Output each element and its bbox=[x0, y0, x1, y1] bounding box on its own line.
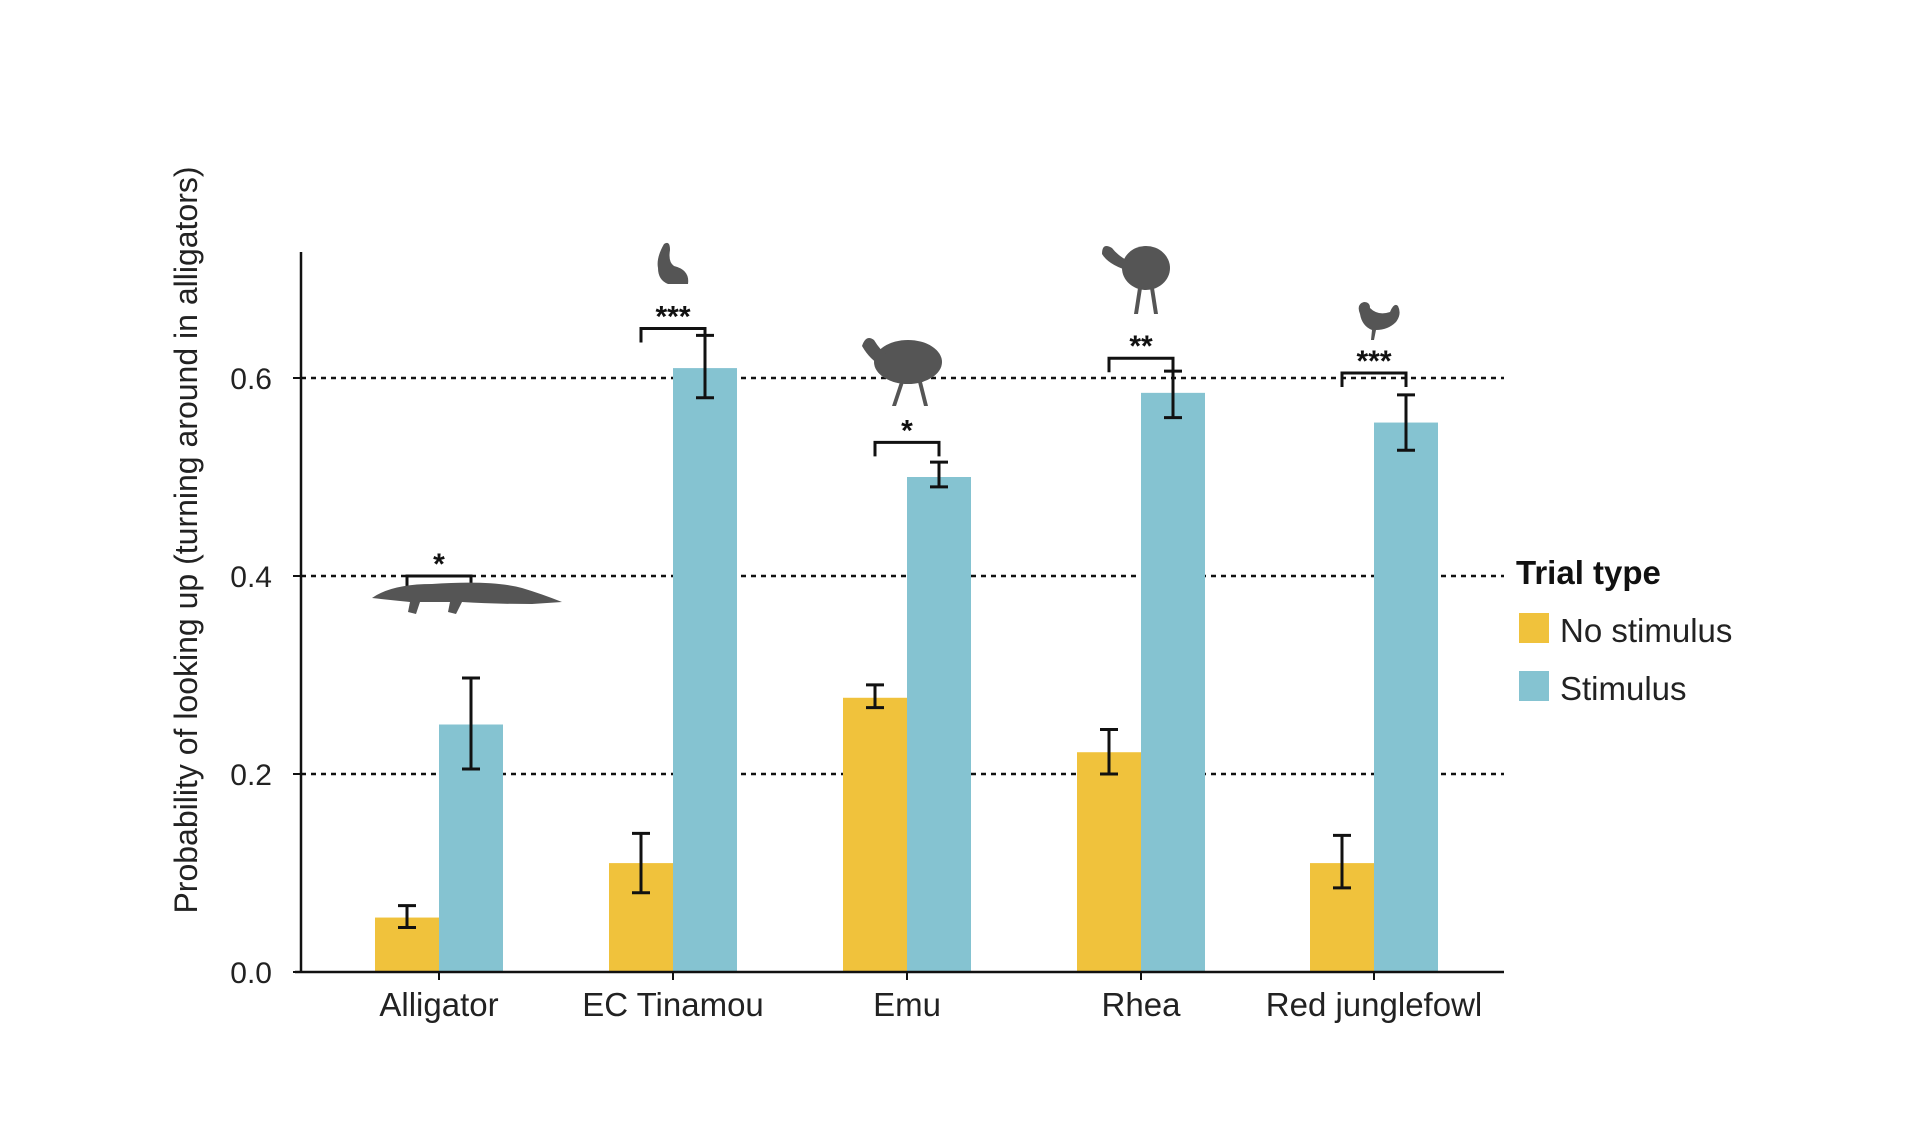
legend-label-stimulus: Stimulus bbox=[1560, 670, 1687, 707]
bar-stimulus bbox=[1141, 392, 1205, 973]
alligator-silhouette-icon bbox=[372, 582, 562, 614]
error-bar bbox=[632, 831, 650, 895]
significance-bracket bbox=[639, 327, 707, 343]
error-bar bbox=[462, 676, 480, 771]
bar-stimulus bbox=[673, 368, 737, 973]
significance-bracket bbox=[873, 440, 941, 457]
tinamou-silhouette-icon bbox=[657, 242, 689, 284]
legend-swatch-stimulus bbox=[1519, 671, 1549, 701]
y-axis-label: Probability of looking up (turning aroun… bbox=[168, 166, 204, 913]
x-tick-label: Alligator bbox=[379, 986, 498, 1023]
legend-label-no-stimulus: No stimulus bbox=[1560, 612, 1732, 649]
legend: Trial type No stimulus Stimulus bbox=[1516, 554, 1732, 707]
significance-label: ** bbox=[1129, 330, 1153, 363]
legend-swatch-no-stimulus bbox=[1519, 613, 1549, 643]
x-tick-label: Rhea bbox=[1102, 986, 1182, 1023]
legend-title: Trial type bbox=[1516, 554, 1661, 591]
significance-label: *** bbox=[1356, 345, 1391, 378]
error-bar bbox=[1100, 727, 1118, 776]
emu-silhouette-icon bbox=[862, 338, 942, 406]
rhea-silhouette-icon bbox=[1102, 246, 1170, 314]
error-bar bbox=[866, 683, 884, 710]
error-bar bbox=[930, 460, 948, 489]
bar-no-stimulus bbox=[1077, 752, 1141, 972]
bar-no-stimulus bbox=[843, 697, 907, 972]
x-tick-label: Red junglefowl bbox=[1266, 986, 1482, 1023]
y-tick-label: 0.0 bbox=[230, 957, 272, 990]
significance-bracket bbox=[1107, 356, 1175, 373]
junglefowl-silhouette-icon bbox=[1358, 302, 1400, 340]
y-tick-label: 0.4 bbox=[230, 561, 272, 594]
x-tick-label: Emu bbox=[873, 986, 941, 1023]
bar-stimulus bbox=[1374, 422, 1438, 972]
significance-label: * bbox=[901, 414, 913, 447]
significance-label: * bbox=[433, 548, 445, 581]
error-bar bbox=[1397, 393, 1415, 452]
y-tick-label: 0.6 bbox=[230, 363, 272, 396]
y-tick-label: 0.2 bbox=[230, 759, 272, 792]
significance-label: *** bbox=[655, 301, 690, 334]
animal-silhouettes bbox=[372, 242, 1400, 614]
x-tick-label: EC Tinamou bbox=[582, 986, 764, 1023]
error-bar bbox=[1333, 833, 1351, 890]
bar-stimulus bbox=[907, 477, 971, 972]
significance-bracket bbox=[1340, 371, 1408, 388]
error-bar bbox=[398, 904, 416, 929]
